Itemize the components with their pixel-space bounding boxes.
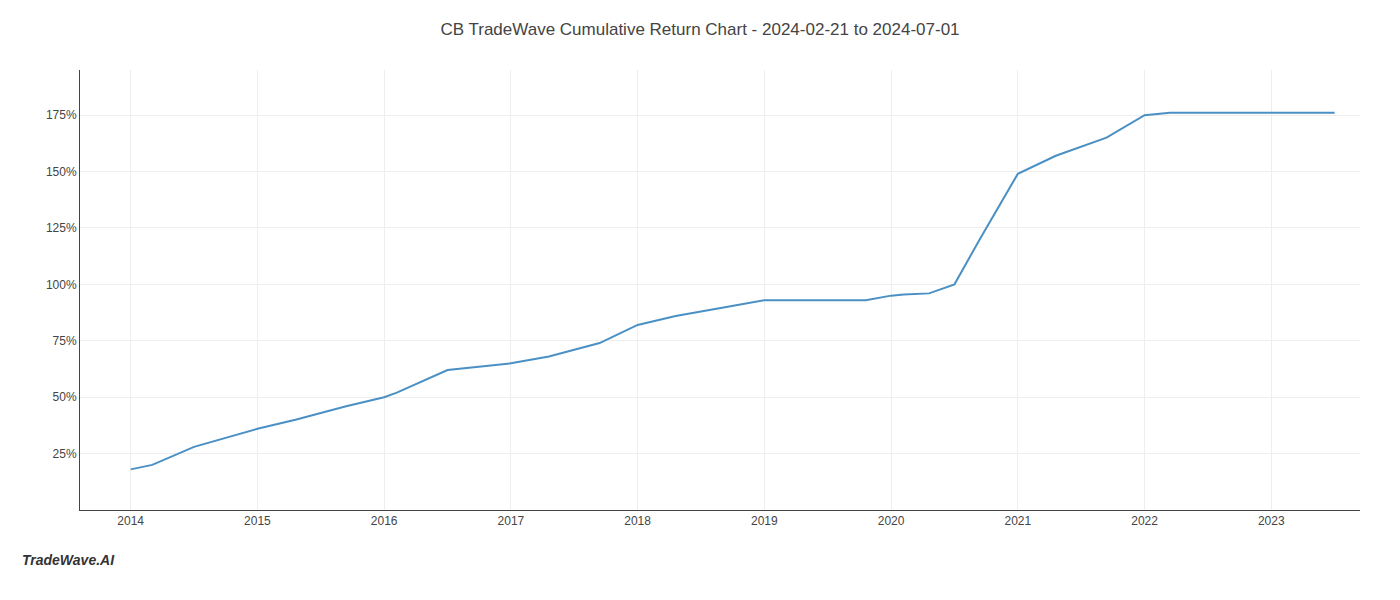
- svg-text:100%: 100%: [46, 278, 77, 292]
- svg-text:2021: 2021: [1004, 514, 1031, 528]
- svg-text:75%: 75%: [53, 334, 77, 348]
- svg-text:CB TradeWave Cumulative Return: CB TradeWave Cumulative Return Chart - 2…: [440, 20, 959, 39]
- svg-text:2015: 2015: [244, 514, 271, 528]
- svg-text:25%: 25%: [53, 447, 77, 461]
- svg-text:2017: 2017: [498, 514, 525, 528]
- svg-text:2022: 2022: [1131, 514, 1158, 528]
- svg-text:2018: 2018: [624, 514, 651, 528]
- svg-text:TradeWave.AI: TradeWave.AI: [22, 552, 115, 568]
- svg-text:2014: 2014: [117, 514, 144, 528]
- svg-text:2016: 2016: [371, 514, 398, 528]
- svg-text:2019: 2019: [751, 514, 778, 528]
- svg-text:50%: 50%: [53, 390, 77, 404]
- svg-text:175%: 175%: [46, 108, 77, 122]
- svg-text:2023: 2023: [1258, 514, 1285, 528]
- svg-text:150%: 150%: [46, 165, 77, 179]
- svg-text:2020: 2020: [878, 514, 905, 528]
- svg-text:125%: 125%: [46, 221, 77, 235]
